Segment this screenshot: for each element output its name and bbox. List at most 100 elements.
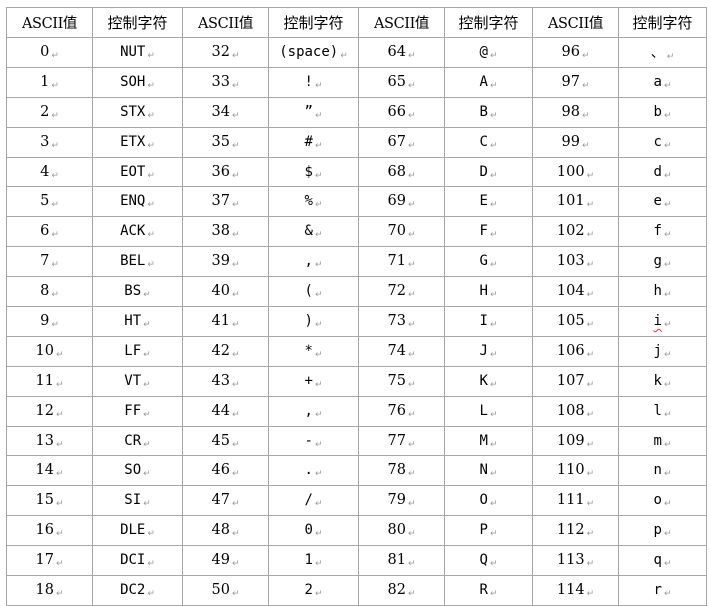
control-char-cell[interactable]: VT ↵ [92, 365, 183, 397]
control-char-cell[interactable]: C ↵ [444, 126, 533, 158]
ascii-value-cell[interactable]: 45 ↵ [182, 425, 269, 457]
control-char-cell[interactable]: F ↵ [444, 216, 533, 248]
ascii-value-cell[interactable]: 82 ↵ [358, 575, 445, 606]
control-char-cell[interactable]: CR ↵ [92, 425, 183, 457]
control-char-cell[interactable]: Q ↵ [444, 545, 533, 577]
ascii-value-cell[interactable]: 18 ↵ [6, 575, 93, 606]
control-char-cell[interactable]: o ↵ [618, 485, 707, 517]
control-char-cell[interactable]: N ↵ [444, 455, 533, 487]
ascii-value-cell[interactable]: 43 ↵ [182, 365, 269, 397]
control-char-cell[interactable]: * ↵ [268, 335, 359, 367]
ascii-value-cell[interactable]: 0 ↵ [6, 37, 93, 68]
ascii-value-cell[interactable]: 11 ↵ [6, 365, 93, 397]
control-char-cell[interactable]: - ↵ [268, 425, 359, 457]
ascii-value-cell[interactable]: 110 ↵ [532, 455, 619, 487]
ascii-value-cell[interactable]: 112 ↵ [532, 515, 619, 547]
control-char-cell[interactable]: i ↵ [618, 306, 707, 337]
ascii-value-cell[interactable]: 41 ↵ [182, 306, 269, 337]
ascii-value-cell[interactable]: 46 ↵ [182, 455, 269, 487]
control-char-cell[interactable]: $ ↵ [268, 156, 359, 188]
control-char-cell[interactable]: # ↵ [268, 126, 359, 158]
ascii-value-cell[interactable]: 69 ↵ [358, 186, 445, 218]
control-char-cell[interactable]: q ↵ [618, 545, 707, 577]
control-char-cell[interactable]: H ↵ [444, 276, 533, 308]
ascii-value-cell[interactable]: 40 ↵ [182, 276, 269, 308]
ascii-value-cell[interactable]: 2 ↵ [6, 96, 93, 128]
ascii-value-cell[interactable]: 7 ↵ [6, 246, 93, 278]
ascii-value-cell[interactable]: 73 ↵ [358, 306, 445, 337]
ascii-value-cell[interactable]: 15 ↵ [6, 485, 93, 517]
ascii-value-cell[interactable]: 49 ↵ [182, 545, 269, 577]
ascii-value-cell[interactable]: 13 ↵ [6, 425, 93, 457]
ascii-value-cell[interactable]: 103 ↵ [532, 246, 619, 278]
ascii-value-cell[interactable]: 77 ↵ [358, 425, 445, 457]
ascii-value-cell[interactable]: 50 ↵ [182, 575, 269, 606]
control-char-cell[interactable]: k ↵ [618, 365, 707, 397]
ascii-value-cell[interactable]: 79 ↵ [358, 485, 445, 517]
control-char-cell[interactable]: r ↵ [618, 575, 707, 606]
control-char-cell[interactable]: n ↵ [618, 455, 707, 487]
control-char-cell[interactable]: BEL ↵ [92, 246, 183, 278]
ascii-value-cell[interactable]: 101 ↵ [532, 186, 619, 218]
ascii-value-cell[interactable]: 105 ↵ [532, 306, 619, 337]
control-char-cell[interactable]: D ↵ [444, 156, 533, 188]
ascii-value-cell[interactable]: 34 ↵ [182, 96, 269, 128]
ascii-value-cell[interactable]: 68 ↵ [358, 156, 445, 188]
control-char-cell[interactable]: , ↵ [268, 246, 359, 278]
control-char-cell[interactable]: K ↵ [444, 365, 533, 397]
ascii-value-cell[interactable]: 71 ↵ [358, 246, 445, 278]
ascii-value-cell[interactable]: 76 ↵ [358, 395, 445, 427]
ascii-value-cell[interactable]: 67 ↵ [358, 126, 445, 158]
ascii-value-cell[interactable]: 42 ↵ [182, 335, 269, 367]
control-char-cell[interactable]: ! ↵ [268, 66, 359, 98]
control-char-cell[interactable]: O ↵ [444, 485, 533, 517]
ascii-value-cell[interactable]: 74 ↵ [358, 335, 445, 367]
control-char-cell[interactable]: B ↵ [444, 96, 533, 128]
ascii-value-cell[interactable]: 32 ↵ [182, 37, 269, 68]
control-char-cell[interactable]: I ↵ [444, 306, 533, 337]
ascii-value-cell[interactable]: 102 ↵ [532, 216, 619, 248]
ascii-value-cell[interactable]: 98 ↵ [532, 96, 619, 128]
ascii-value-cell[interactable]: 75 ↵ [358, 365, 445, 397]
control-char-cell[interactable]: b ↵ [618, 96, 707, 128]
ascii-value-cell[interactable]: 10 ↵ [6, 335, 93, 367]
ascii-value-cell[interactable]: 72 ↵ [358, 276, 445, 308]
control-char-cell[interactable]: SOH ↵ [92, 66, 183, 98]
ascii-value-cell[interactable]: 37 ↵ [182, 186, 269, 218]
ascii-value-cell[interactable]: 114 ↵ [532, 575, 619, 606]
ascii-value-cell[interactable]: 108 ↵ [532, 395, 619, 427]
control-char-cell[interactable]: L ↵ [444, 395, 533, 427]
ascii-value-cell[interactable]: 109 ↵ [532, 425, 619, 457]
control-char-cell[interactable]: (↵ [268, 276, 359, 308]
ascii-value-cell[interactable]: 64 ↵ [358, 37, 445, 68]
control-char-cell[interactable]: LF ↵ [92, 335, 183, 367]
control-char-cell[interactable]: A ↵ [444, 66, 533, 98]
ascii-value-cell[interactable]: 44 ↵ [182, 395, 269, 427]
control-char-cell[interactable]: FF ↵ [92, 395, 183, 427]
control-char-cell[interactable]: c ↵ [618, 126, 707, 158]
control-char-cell[interactable]: / ↵ [268, 485, 359, 517]
control-char-cell[interactable]: , ↵ [268, 395, 359, 427]
control-char-cell[interactable]: R ↵ [444, 575, 533, 606]
ascii-value-cell[interactable]: 97 ↵ [532, 66, 619, 98]
control-char-cell[interactable]: p ↵ [618, 515, 707, 547]
ascii-value-cell[interactable]: 100 ↵ [532, 156, 619, 188]
ascii-value-cell[interactable]: 38 ↵ [182, 216, 269, 248]
ascii-value-cell[interactable]: 35 ↵ [182, 126, 269, 158]
ascii-value-cell[interactable]: 8 ↵ [6, 276, 93, 308]
control-char-cell[interactable]: SO ↵ [92, 455, 183, 487]
control-char-cell[interactable]: SI ↵ [92, 485, 183, 517]
control-char-cell[interactable]: h ↵ [618, 276, 707, 308]
ascii-value-cell[interactable]: 96 ↵ [532, 37, 619, 68]
control-char-cell[interactable]: ) ↵ [268, 306, 359, 337]
ascii-value-cell[interactable]: 33 ↵ [182, 66, 269, 98]
control-char-cell[interactable]: d ↵ [618, 156, 707, 188]
ascii-value-cell[interactable]: 12 ↵ [6, 395, 93, 427]
control-char-cell[interactable]: & ↵ [268, 216, 359, 248]
ascii-value-cell[interactable]: 80 ↵ [358, 515, 445, 547]
control-char-cell[interactable]: HT ↵ [92, 306, 183, 337]
ascii-value-cell[interactable]: 36 ↵ [182, 156, 269, 188]
control-char-cell[interactable]: ACK ↵ [92, 216, 183, 248]
control-char-cell[interactable]: 、 ↵ [618, 37, 707, 68]
ascii-value-cell[interactable]: 47 ↵ [182, 485, 269, 517]
